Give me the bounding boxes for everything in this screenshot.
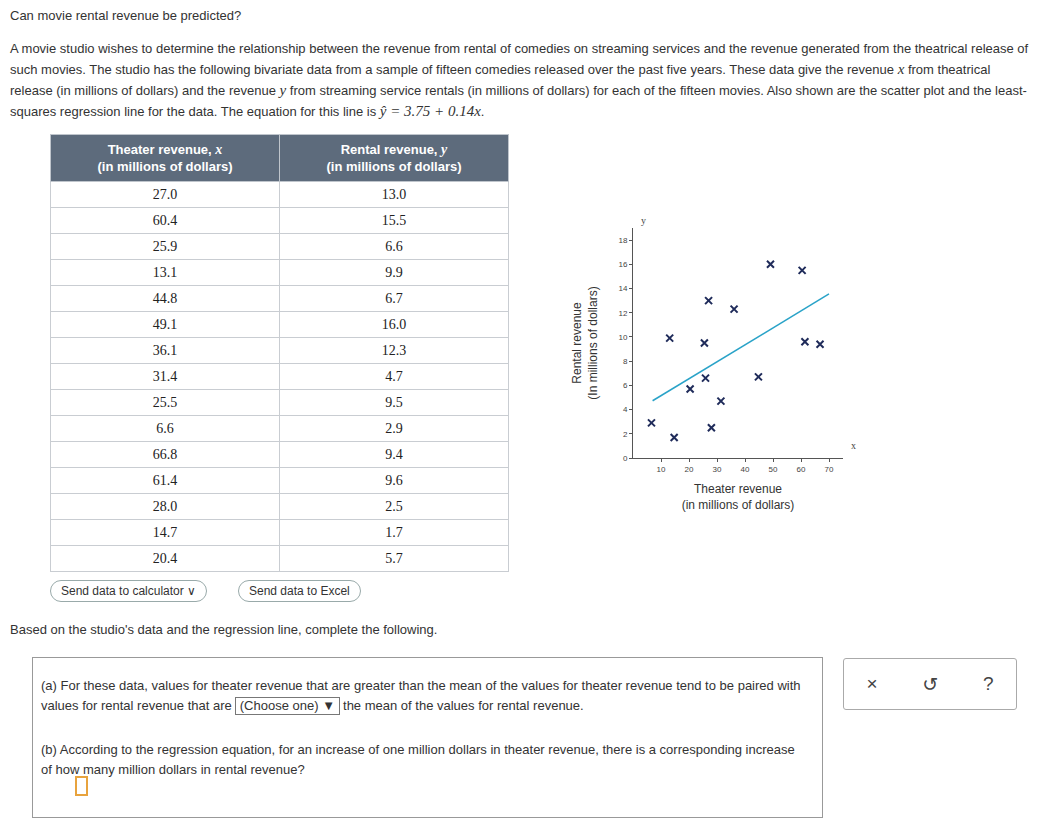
svg-text:50: 50 (769, 465, 778, 474)
html-text:36.1: 36.1 (152, 342, 178, 358)
html-text:16.0: 16.0 (381, 316, 407, 332)
svg-text:Rental revenue(In millions of: Rental revenue(In millions of dollars) (570, 286, 600, 399)
svg-text:14: 14 (618, 284, 627, 293)
svg-text:x: x (851, 440, 856, 451)
html-text:15.5: 15.5 (381, 212, 407, 228)
svg-text:20: 20 (685, 465, 694, 474)
html-text:Theater revenue, x: Theater revenue, x (107, 142, 223, 157)
html-text:9.6: 9.6 (385, 472, 403, 488)
html-text:6.6: 6.6 (156, 420, 174, 436)
html-text:5.7: 5.7 (385, 550, 403, 566)
svg-text:60: 60 (797, 465, 806, 474)
html-text:2.5: 2.5 (385, 498, 403, 514)
svg-text:0: 0 (623, 454, 628, 463)
html-text:25.5: 25.5 (152, 394, 178, 410)
svg-text:10: 10 (657, 465, 666, 474)
html-text:6.7: 6.7 (385, 290, 403, 306)
svg-text:10: 10 (618, 333, 627, 342)
html-text:49.1: 49.1 (152, 316, 178, 332)
html-text:28.0: 28.0 (152, 498, 178, 514)
svg-text:12: 12 (618, 309, 627, 318)
svg-text:4: 4 (623, 405, 628, 414)
html-text:14.7: 14.7 (152, 524, 178, 540)
html-text:Send data to calculator ∨: Send data to calculator ∨ (61, 584, 196, 598)
svg-text:Theater revenue(in millions of: Theater revenue(in millions of dollars) (682, 482, 795, 512)
html-text:4.7: 4.7 (385, 368, 403, 384)
html-text:6.6: 6.6 (385, 238, 403, 254)
html-text:(in millions of dollars): (in millions of dollars) (326, 159, 462, 174)
html-text:A movie studio wishes to deter: A movie studio wishes to determine the r… (10, 41, 1029, 119)
svg-text:18: 18 (618, 236, 627, 245)
html-text:(in millions of dollars): (in millions of dollars) (97, 159, 233, 174)
svg-text:y: y (641, 215, 646, 226)
svg-text:30: 30 (713, 465, 722, 474)
html-text:1.7: 1.7 (385, 524, 403, 540)
html-text:25.9: 25.9 (152, 238, 178, 254)
html-text:(Choose one) ▼: (Choose one) ▼ (239, 698, 335, 713)
svg-text:6: 6 (623, 381, 628, 390)
html-text:27.0: 27.0 (152, 186, 178, 202)
html-text:(a) For these data, values for: (a) For these data, values for theater r… (41, 678, 801, 713)
html-text:44.8: 44.8 (152, 290, 178, 306)
html-text:13.1: 13.1 (152, 264, 178, 280)
html-text:9.9: 9.9 (385, 264, 403, 280)
html-text:20.4: 20.4 (152, 550, 178, 566)
html-text:31.4: 31.4 (152, 368, 178, 384)
svg-text:70: 70 (825, 465, 834, 474)
html-text:9.4: 9.4 (385, 446, 403, 462)
html-text:Send data to Excel: Send data to Excel (249, 584, 350, 598)
html-text:Can movie rental revenue be pr: Can movie rental revenue be predicted? (10, 8, 242, 23)
svg-text:40: 40 (741, 465, 750, 474)
html-text:Rental revenue, y: Rental revenue, y (340, 142, 448, 157)
html-text:2.9: 2.9 (385, 420, 403, 436)
html-text:13.0: 13.0 (381, 186, 407, 202)
html-text:9.5: 9.5 (385, 394, 403, 410)
svg-text:16: 16 (618, 260, 627, 269)
html-text:61.4: 61.4 (152, 472, 178, 488)
html-text:the mean of the values for ren: the mean of the values for rental revenu… (343, 698, 584, 713)
svg-text:2: 2 (623, 430, 628, 439)
html-text:66.8: 66.8 (152, 446, 178, 462)
html-text:(b) According to the regressio: (b) According to the regression equation… (41, 742, 795, 777)
html-text:12.3: 12.3 (381, 342, 407, 358)
html-text:Based on the studio's data and: Based on the studio's data and the regre… (10, 622, 438, 637)
html-text:60.4: 60.4 (152, 212, 178, 228)
svg-text:8: 8 (623, 357, 628, 366)
